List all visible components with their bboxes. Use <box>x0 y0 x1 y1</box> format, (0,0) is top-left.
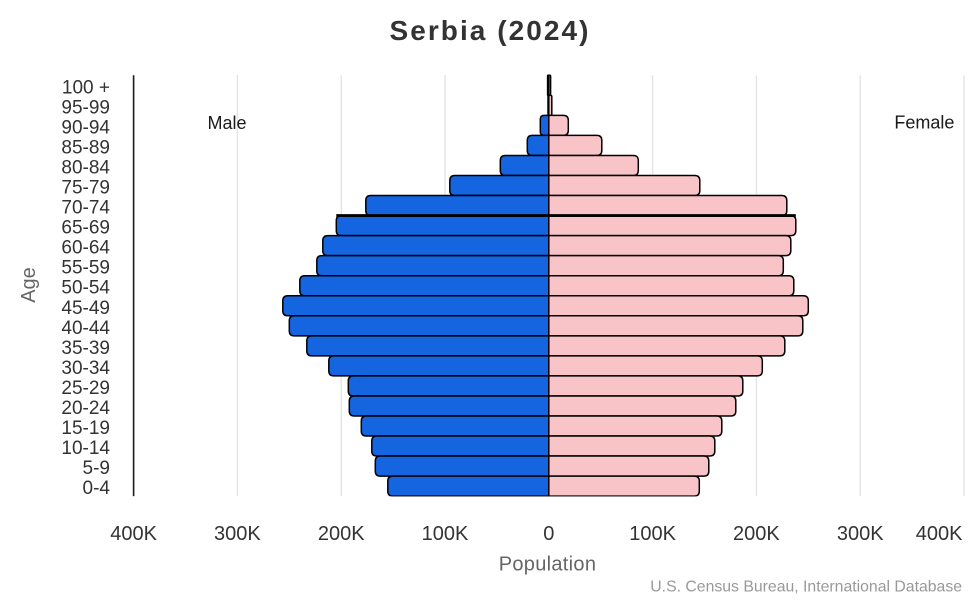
svg-text:200K: 200K <box>733 523 780 545</box>
svg-text:40-44: 40-44 <box>61 318 110 339</box>
svg-text:0: 0 <box>543 523 554 545</box>
svg-text:85-89: 85-89 <box>61 137 110 158</box>
svg-text:200K: 200K <box>318 523 365 545</box>
svg-text:300K: 300K <box>837 523 884 545</box>
svg-text:U.S. Census Bureau, Internatio: U.S. Census Bureau, International Databa… <box>650 579 962 596</box>
svg-text:15-19: 15-19 <box>61 418 110 439</box>
svg-text:100K: 100K <box>629 523 676 545</box>
svg-text:90-94: 90-94 <box>61 117 110 138</box>
svg-text:Population: Population <box>499 554 597 576</box>
svg-text:300K: 300K <box>214 523 261 545</box>
svg-text:Male: Male <box>207 113 246 133</box>
svg-text:0-4: 0-4 <box>83 478 111 499</box>
svg-text:Female: Female <box>894 113 954 133</box>
svg-text:50-54: 50-54 <box>61 278 110 299</box>
svg-text:100K: 100K <box>422 523 469 545</box>
svg-text:10-14: 10-14 <box>61 438 110 459</box>
svg-text:65-69: 65-69 <box>61 218 110 239</box>
svg-text:30-34: 30-34 <box>61 358 110 379</box>
svg-text:400K: 400K <box>110 523 157 545</box>
svg-text:55-59: 55-59 <box>61 258 110 279</box>
svg-text:25-29: 25-29 <box>61 378 110 399</box>
svg-text:60-64: 60-64 <box>61 238 110 259</box>
svg-text:5-9: 5-9 <box>83 458 110 479</box>
svg-text:95-99: 95-99 <box>61 97 110 118</box>
svg-text:20-24: 20-24 <box>61 398 110 419</box>
svg-text:100 +: 100 + <box>62 77 110 98</box>
svg-text:Age: Age <box>18 267 40 303</box>
svg-text:45-49: 45-49 <box>61 298 110 319</box>
svg-text:70-74: 70-74 <box>61 198 110 219</box>
svg-text:35-39: 35-39 <box>61 338 110 359</box>
svg-text:400K: 400K <box>916 523 963 545</box>
svg-text:80-84: 80-84 <box>61 157 110 178</box>
svg-text:75-79: 75-79 <box>61 178 110 199</box>
svg-text:Serbia (2024): Serbia (2024) <box>390 15 591 46</box>
